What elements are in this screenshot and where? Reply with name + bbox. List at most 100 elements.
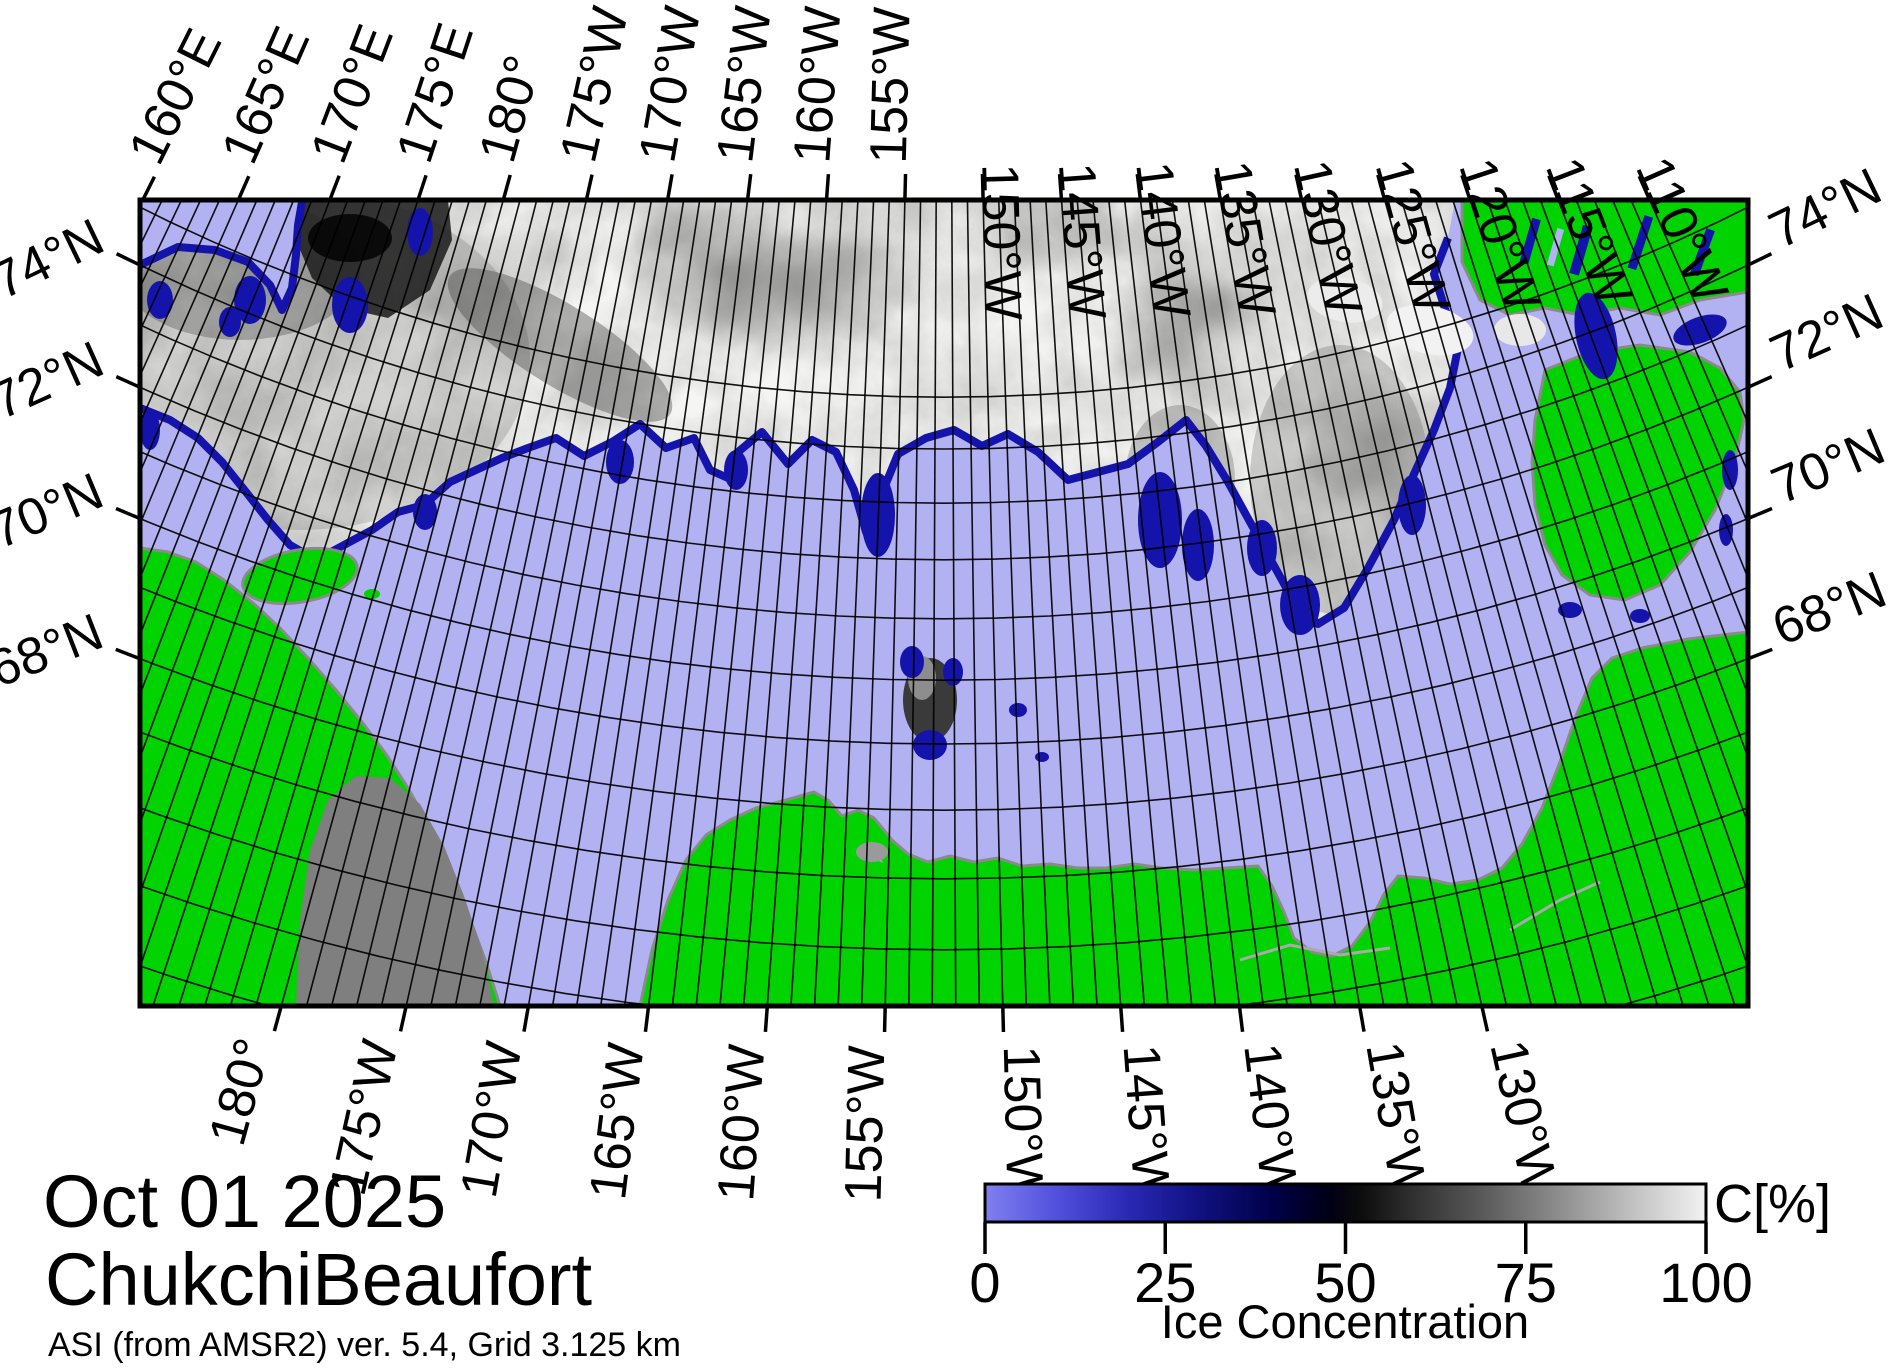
isolated-ice-floe <box>900 646 1049 762</box>
meridian-line <box>1139 200 1241 1006</box>
archipelago-channels <box>1307 215 1738 623</box>
bottom-tick <box>272 1005 283 1032</box>
meridian-line <box>1451 200 1710 1006</box>
meridian-line <box>305 200 521 1006</box>
top-longitude-label: 180° <box>468 49 552 168</box>
top-longitude-label: 165°W <box>706 3 783 166</box>
meridian-line <box>837 200 875 1006</box>
left-tick <box>115 647 141 661</box>
meridian-line <box>1317 200 1508 1006</box>
colorbar-tick-label: 0 <box>969 1251 1000 1314</box>
meridian-line <box>907 200 922 1006</box>
meridian-line <box>1469 200 1736 1006</box>
meridian-line <box>1575 200 1748 637</box>
top-tick <box>584 174 594 201</box>
bottom-tick <box>1001 1005 1006 1033</box>
right-tick <box>1747 252 1773 267</box>
meridian-line <box>140 200 384 896</box>
parallel-line <box>140 586 1748 745</box>
parallel-line <box>140 264 1748 450</box>
meridian-line <box>551 200 685 1006</box>
parallel-line <box>140 206 1748 399</box>
meridian-line <box>742 200 812 1006</box>
title-date: Oct 01 2025 <box>43 1160 446 1243</box>
meridian-line <box>1268 200 1434 1006</box>
meridian-line <box>1367 200 1583 1006</box>
bottom-longitude-label: 135°W <box>1354 1038 1438 1202</box>
top-tick <box>903 173 908 201</box>
parallel-line <box>140 323 1748 505</box>
meridian-line <box>1300 200 1483 1006</box>
meridian-line <box>1350 200 1558 1006</box>
meridian-line <box>1235 200 1385 1006</box>
top-longitude-label: 145°W <box>1047 161 1116 321</box>
top-tick <box>1214 174 1223 201</box>
small-island <box>364 589 380 599</box>
colorbar-tick-label: 50 <box>1314 1251 1376 1314</box>
top-tick <box>1547 175 1560 201</box>
top-longitude-label: 175°W <box>549 2 640 168</box>
meridian-line <box>1251 200 1410 1006</box>
meridian-line <box>997 200 1028 1006</box>
colorbar-axis-label: Ice Concentration <box>1161 1295 1529 1348</box>
bottom-longitude-label: 155°W <box>834 1045 896 1203</box>
coastal-gray-patch <box>856 842 888 862</box>
meridian-line <box>1123 200 1217 1006</box>
bottom-longitude-label: 130°W <box>1478 1035 1569 1201</box>
meridian-line <box>140 200 367 826</box>
bottom-tick <box>522 1005 531 1032</box>
meridian-line <box>1219 200 1361 1006</box>
meridian-line <box>1504 200 1748 896</box>
meridian-line <box>430 200 604 1006</box>
meridian-line <box>355 200 555 1006</box>
top-longitude-label: 155°W <box>860 6 922 164</box>
bottom-tick <box>882 1005 887 1033</box>
bottom-tick <box>643 1005 651 1033</box>
meridian-line <box>503 200 653 1006</box>
meridian-line <box>1013 200 1051 1006</box>
meridian-line <box>1593 200 1748 581</box>
top-tick <box>745 173 753 201</box>
top-tick <box>416 174 428 201</box>
meridian-line <box>140 200 313 637</box>
top-longitude-label: 160°W <box>783 5 852 165</box>
bottom-tick <box>398 1005 408 1032</box>
meridian-line <box>1284 200 1458 1006</box>
top-tick <box>1376 174 1387 201</box>
meridian-line <box>1171 200 1289 1006</box>
right-latitude-label: 74°N <box>1760 157 1890 260</box>
map-frame <box>137 197 1751 1009</box>
meridian-line <box>1044 200 1098 1006</box>
bottom-tick <box>1357 1005 1366 1032</box>
meridian-line <box>982 200 1004 1006</box>
meridian-line <box>671 200 765 1006</box>
meridian-line <box>255 200 488 1006</box>
meridian-line <box>951 200 957 1006</box>
colorbar-tick-label: 75 <box>1495 1251 1557 1314</box>
meridian-line <box>1521 200 1748 826</box>
left-latitude-label: 68°N <box>0 603 111 699</box>
meridian-line <box>280 200 505 1006</box>
meridian-line <box>695 200 781 1006</box>
top-tick <box>1460 174 1472 201</box>
meridian-line <box>575 200 701 1006</box>
top-tick <box>1637 175 1652 201</box>
bottom-tick <box>1480 1005 1490 1032</box>
left-tick <box>115 252 141 267</box>
right-tick <box>1747 375 1773 389</box>
ice-edge-fringe-north <box>140 201 306 314</box>
meridian-line <box>599 200 717 1006</box>
bottom-longitude-label: 140°W <box>1232 1040 1309 1203</box>
top-tick <box>1135 173 1143 201</box>
meridian-line <box>380 200 571 1006</box>
meridian-line <box>140 200 402 970</box>
meridian-line <box>860 200 891 1006</box>
right-latitude-label: 68°N <box>1765 561 1890 657</box>
meridian-line <box>766 200 828 1006</box>
meridian-line <box>1187 200 1313 1006</box>
meridian-line <box>1060 200 1122 1006</box>
right-tick <box>1747 506 1773 521</box>
meridian-line <box>647 200 749 1006</box>
